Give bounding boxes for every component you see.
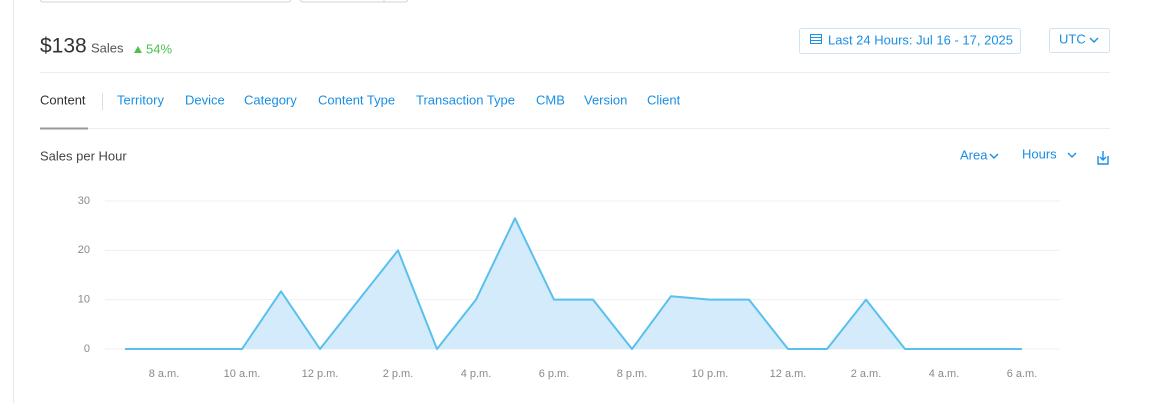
y-tick-label: 30 xyxy=(78,195,90,207)
date-range-button[interactable] xyxy=(799,28,1021,54)
tab[interactable]: Version xyxy=(584,92,627,107)
x-tick-label: 2 p.m. xyxy=(383,368,414,380)
search-field[interactable] xyxy=(39,0,292,3)
chevron xyxy=(989,153,999,159)
x-tick-label: 8 a.m. xyxy=(149,368,180,380)
x-tick-label: 4 p.m. xyxy=(461,368,492,380)
area-line xyxy=(125,217,1022,350)
tab[interactable]: Transaction Type xyxy=(416,92,515,107)
chevron xyxy=(1067,152,1077,158)
up-arrow xyxy=(134,46,142,53)
calendar-icon xyxy=(810,34,822,44)
tab[interactable]: CMB xyxy=(536,92,565,107)
chevron xyxy=(1089,37,1099,43)
y-tick-label: 20 xyxy=(78,244,90,256)
x-tick-label: 4 a.m. xyxy=(929,368,960,380)
x-tick-label: 12 a.m. xyxy=(770,368,807,380)
x-tick-label: 8 p.m. xyxy=(617,368,648,380)
tab[interactable]: Content Type xyxy=(318,92,395,107)
dropdown[interactable] xyxy=(299,0,409,3)
tab[interactable]: Territory xyxy=(117,92,164,107)
area-fill xyxy=(125,218,1022,349)
x-tick-label: 6 a.m. xyxy=(1007,368,1038,380)
date-range: Last 24 Hours: Jul 16 - 17, 2025 xyxy=(828,32,1013,47)
timezone-button[interactable] xyxy=(1049,28,1110,53)
tab[interactable]: Client xyxy=(647,92,681,107)
y-tick-label: 0 xyxy=(84,343,90,355)
x-tick-label: 6 p.m. xyxy=(539,368,570,380)
chart-title: Sales per Hour xyxy=(40,148,127,163)
sales-label: Sales xyxy=(91,40,124,55)
timezone: UTC xyxy=(1059,31,1086,46)
tab[interactable]: Content xyxy=(40,92,86,107)
x-tick-label: 10 a.m. xyxy=(224,368,261,380)
chart-style-toggle[interactable]: Area xyxy=(960,147,988,162)
y-tick-label: 10 xyxy=(78,294,90,306)
tab[interactable]: Device xyxy=(185,92,225,107)
interval-toggle[interactable]: Hours xyxy=(1022,146,1057,161)
download-icon[interactable] xyxy=(1097,151,1109,165)
sales-change: 54% xyxy=(146,41,172,56)
x-tick-label: 12 p.m. xyxy=(302,368,339,380)
x-tick-label: 2 a.m. xyxy=(851,368,882,380)
sales-amount: $138 xyxy=(40,35,87,58)
x-tick-label: 10 p.m. xyxy=(692,368,729,380)
tab[interactable]: Category xyxy=(244,92,297,107)
